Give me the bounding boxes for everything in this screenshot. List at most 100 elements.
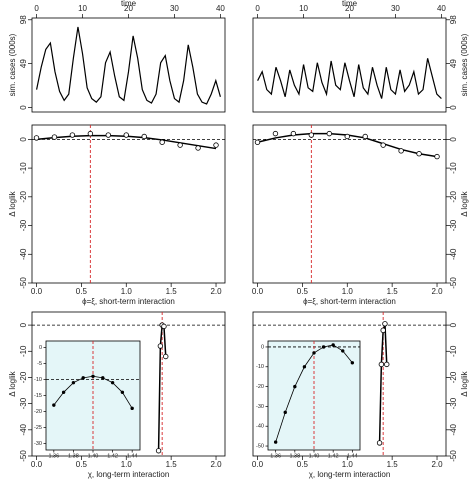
data-point	[341, 349, 345, 353]
x-tick-label: 20	[124, 4, 133, 13]
x-tick-label: 2.0	[431, 460, 443, 469]
x-tick-label: 40	[437, 4, 446, 13]
y-tick-label: 0	[261, 344, 264, 350]
y-tick-label: -15	[34, 393, 42, 399]
data-point	[376, 440, 383, 446]
x-tick-label: 1.38	[289, 453, 300, 459]
x-tick-label: 40	[216, 4, 225, 13]
y-tick-label: -40	[19, 423, 28, 435]
y-tick-label: 0	[19, 322, 28, 327]
x-tick-label: 1.0	[342, 287, 354, 296]
x-tick-label: 1.44	[347, 453, 358, 459]
y-tick-label: -20	[449, 371, 458, 383]
x-axis-label: time	[121, 0, 137, 8]
y-tick-label: -10	[34, 377, 42, 383]
y-tick-label: 0	[19, 137, 28, 142]
x-tick-label: 1.0	[121, 460, 133, 469]
data-point	[380, 142, 386, 148]
x-tick-label: 0.0	[31, 287, 43, 296]
data-point	[101, 376, 105, 380]
data-point	[61, 390, 66, 394]
y-tick-label: -10	[449, 345, 458, 357]
data-point	[177, 142, 183, 148]
y-tick-label: -50	[449, 450, 458, 462]
y-tick-label: -20	[449, 190, 458, 202]
data-point	[378, 361, 385, 368]
data-point	[350, 361, 355, 365]
plot-frame	[31, 17, 226, 113]
x-tick-label: 0.5	[297, 287, 309, 296]
y-tick-label: -10	[256, 364, 264, 370]
x-tick-label: 1.5	[387, 287, 399, 296]
x-tick-label: 1.0	[342, 460, 354, 469]
y-tick-label: -30	[449, 219, 458, 231]
data-point	[123, 132, 129, 138]
data-point	[51, 134, 58, 140]
x-tick-label: 1.40	[309, 453, 320, 459]
y-tick-label: -30	[256, 404, 264, 410]
data-point	[326, 130, 333, 137]
y-tick-label: -10	[19, 162, 28, 174]
y-tick-label: -50	[19, 450, 28, 462]
x-tick-label: 0.0	[31, 460, 43, 469]
y-tick-label: -40	[19, 248, 28, 260]
data-point	[163, 353, 169, 360]
y-tick-label: -40	[449, 423, 458, 435]
data-point	[331, 343, 335, 347]
y-tick-label: -30	[19, 219, 28, 231]
y-tick-label: 49	[19, 59, 28, 68]
x-tick-label: 2.0	[210, 287, 222, 296]
y-axis-label: sim. cases (000s)	[8, 33, 17, 96]
y-tick-label: -30	[34, 441, 42, 447]
data-point	[130, 406, 134, 411]
data-point	[91, 374, 95, 378]
y-tick-label: -40	[449, 248, 458, 260]
x-tick-label: 1.5	[166, 287, 178, 296]
data-point	[71, 380, 76, 385]
x-axis-label: ϕ=ξ, short-term interaction	[82, 297, 175, 306]
x-tick-label: 30	[170, 4, 179, 13]
x-tick-label: 1.36	[270, 453, 281, 459]
data-point	[81, 376, 85, 380]
x-tick-label: 10	[299, 4, 308, 13]
data-point	[344, 133, 350, 140]
y-tick-label: -30	[19, 397, 28, 409]
y-tick-label: 0	[19, 105, 28, 110]
y-tick-label: 0	[449, 105, 458, 110]
y-tick-label: -20	[34, 409, 42, 415]
y-tick-label: -25	[34, 425, 42, 431]
y-tick-label: -5	[37, 361, 42, 367]
x-axis-label: time	[342, 0, 358, 8]
y-tick-label: 0	[39, 345, 42, 351]
y-tick-label: -50	[256, 443, 264, 449]
data-point	[283, 410, 287, 415]
x-axis-label: χ, long-term interaction	[88, 470, 170, 479]
data-point	[384, 361, 390, 368]
x-tick-label: 0	[255, 4, 260, 13]
x-tick-label: 0.0	[252, 460, 264, 469]
x-tick-label: 1.40	[88, 453, 99, 459]
data-point	[141, 133, 147, 140]
data-point	[213, 142, 219, 148]
x-tick-label: 20	[345, 4, 354, 13]
data-point	[382, 321, 388, 327]
y-axis-label: Δ loglik	[8, 190, 17, 216]
data-point	[120, 390, 125, 394]
y-axis-label: Δ loglik	[8, 370, 17, 396]
y-axis-label: Δ loglik	[460, 370, 469, 396]
data-point	[161, 323, 167, 330]
x-tick-label: 0.5	[297, 460, 309, 469]
data-point	[155, 448, 162, 454]
y-tick-label: 98	[449, 15, 458, 24]
x-tick-label: 1.44	[127, 453, 138, 459]
x-tick-label: 1.42	[328, 453, 339, 459]
x-tick-label: 0.5	[76, 460, 88, 469]
data-point	[159, 139, 165, 145]
x-tick-label: 10	[78, 4, 87, 13]
data-point	[272, 130, 279, 137]
y-tick-label: -20	[19, 371, 28, 383]
y-axis-label: Δ loglik	[460, 190, 469, 216]
x-tick-label: 1.0	[121, 287, 133, 296]
data-point	[434, 153, 440, 160]
